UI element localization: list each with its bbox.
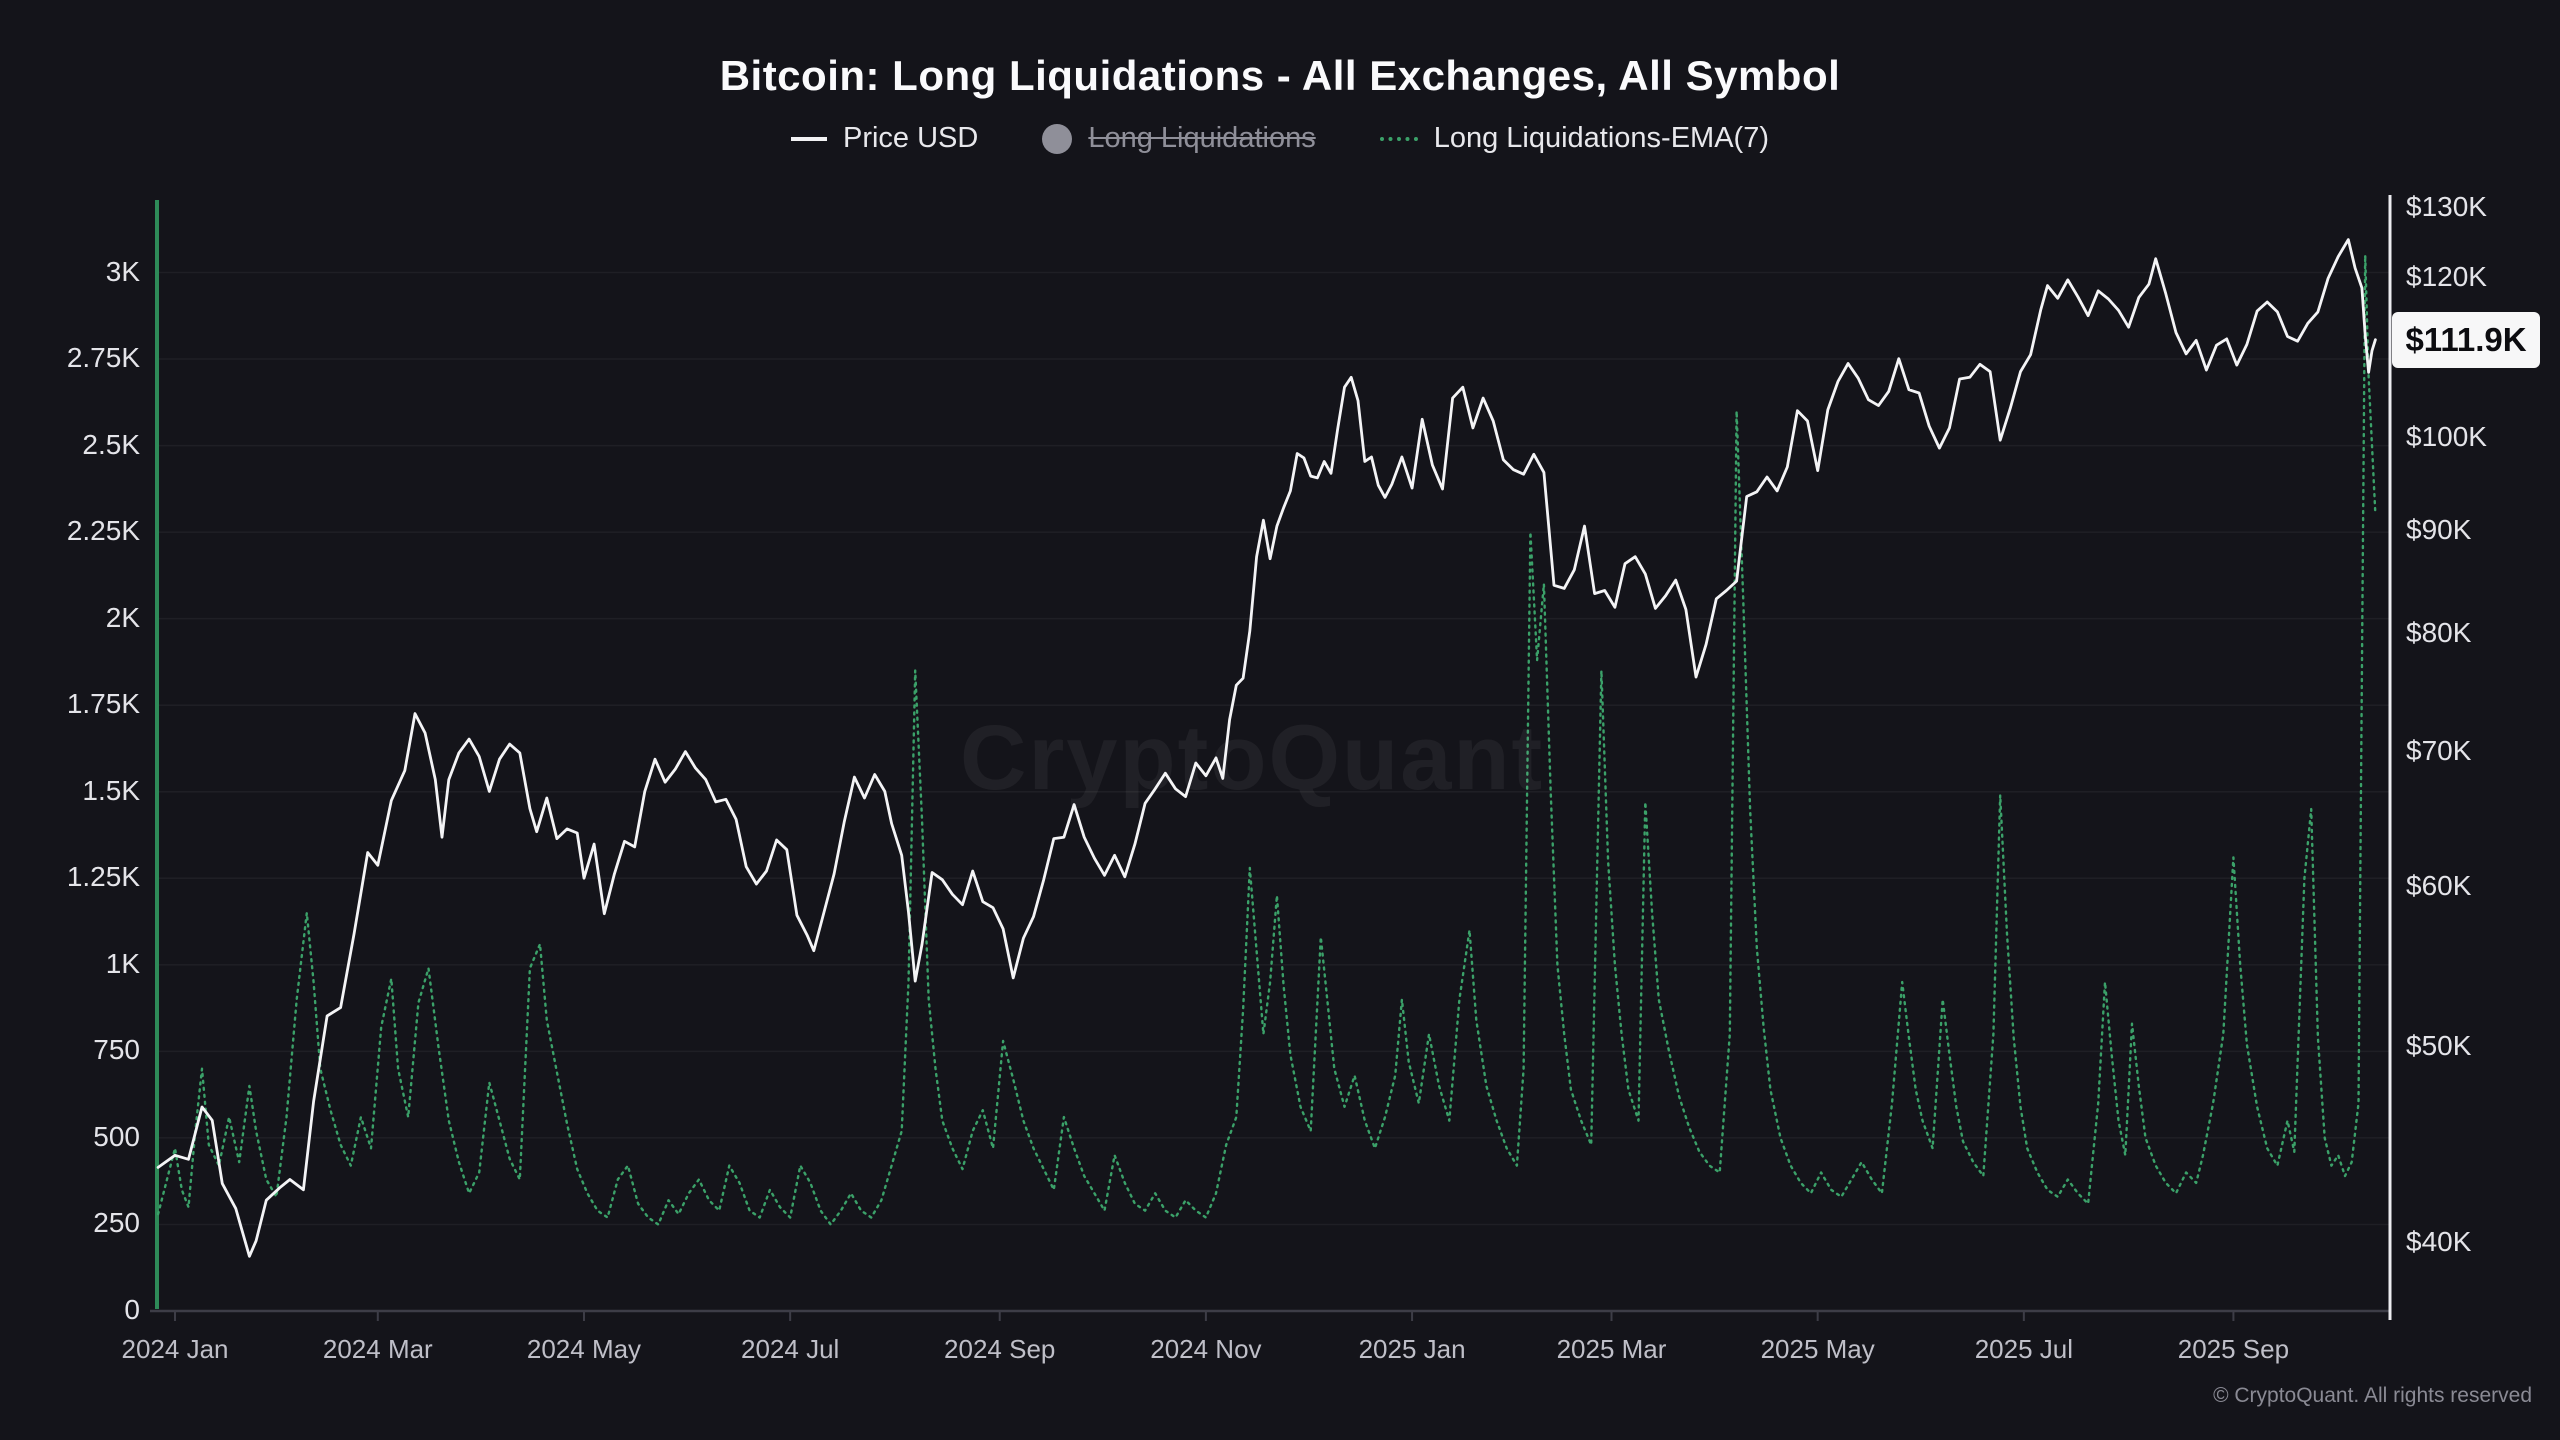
left-axis-tick-label: 1K [105, 947, 140, 979]
x-axis-tick-label: 2024 Mar [322, 1334, 433, 1364]
legend-item-price[interactable]: Price USD [790, 122, 979, 155]
disabled-series-dot-icon [1042, 123, 1073, 154]
price-line-swatch-icon [790, 136, 827, 141]
left-axis-tick-label: 1.75K [66, 688, 140, 720]
left-axis-tick-label: 2.75K [66, 342, 140, 374]
x-axis-tick-label: 2024 May [526, 1334, 642, 1364]
x-axis-tick-label: 2025 Jul [1974, 1334, 2074, 1364]
x-axis-tick-label: 2024 Nov [1150, 1334, 1262, 1364]
right-axis-tick-label: $60K [2406, 869, 2472, 901]
left-axis-tick-label: 0 [124, 1294, 140, 1325]
legend: Price USD Long Liquidations Long Liquida… [0, 122, 2560, 155]
legend-ema-label: Long Liquidations-EMA(7) [1433, 122, 1770, 154]
legend-item-ema[interactable]: Long Liquidations-EMA(7) [1379, 122, 1770, 155]
x-axis-tick-label: 2024 Jan [121, 1334, 229, 1364]
right-axis-tick-label: $90K [2406, 513, 2472, 545]
left-axis-tick-label: 2.5K [82, 428, 140, 460]
legend-item-long-liquidations[interactable]: Long Liquidations [1042, 122, 1316, 155]
left-axis-tick-label: 1.5K [82, 774, 140, 806]
right-axis-tick-label: $70K [2406, 734, 2472, 766]
right-axis-tick-label: $40K [2406, 1226, 2472, 1258]
legend-price-label: Price USD [842, 122, 979, 154]
legend-liquidations-label: Long Liquidations [1088, 122, 1316, 154]
watermark: CryptoQuant [960, 707, 1545, 809]
right-axis-tick-label: $120K [2406, 261, 2487, 293]
left-axis-tick-label: 500 [93, 1120, 140, 1152]
x-axis-tick-label: 2024 Sep [944, 1334, 1056, 1364]
right-axis-tick-label: $50K [2406, 1030, 2472, 1062]
right-axis-tick-label: $100K [2406, 421, 2487, 453]
x-axis-tick-label: 2025 Mar [1556, 1334, 1667, 1364]
right-axis-tick-label: $80K [2406, 617, 2472, 649]
x-axis-tick-label: 2025 Jan [1358, 1334, 1466, 1364]
chart-title: Bitcoin: Long Liquidations - All Exchang… [719, 52, 1841, 99]
last-price-badge: $111.9K [2392, 311, 2540, 368]
left-axis-tick-label: 250 [93, 1207, 140, 1239]
left-axis-tick-label: 2K [105, 601, 140, 633]
left-axis-tick-label: 3K [105, 255, 140, 287]
left-axis-tick-label: 2.25K [66, 515, 140, 547]
ema-line-swatch-icon [1379, 136, 1418, 141]
price-line-series [156, 238, 2377, 1258]
left-axis-tick-label: 750 [93, 1034, 140, 1066]
copyright-notice: © CryptoQuant. All rights reserved [2213, 1384, 2532, 1407]
left-axis-tick-label: 1.25K [66, 861, 140, 893]
x-axis-tick-label: 2025 May [1760, 1334, 1875, 1364]
ema-line-series [156, 254, 2377, 1226]
x-axis-tick-label: 2025 Sep [2177, 1334, 2290, 1364]
x-axis-tick-label: 2024 Jul [741, 1334, 840, 1364]
right-axis-tick-label: $130K [2406, 191, 2487, 222]
